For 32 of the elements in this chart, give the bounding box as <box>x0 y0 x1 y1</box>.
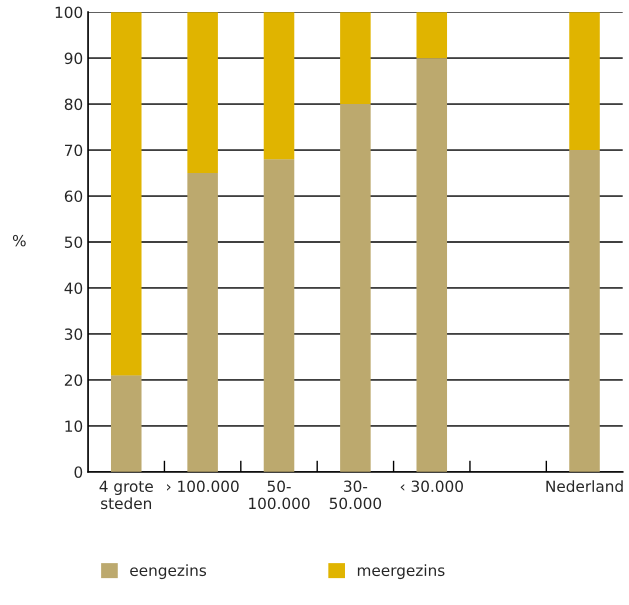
y-tick-label: 90 <box>64 52 82 64</box>
bar <box>187 12 218 174</box>
bar <box>416 58 448 472</box>
y-tick-label: 0 <box>74 466 82 478</box>
y-axis-title: % <box>12 234 26 246</box>
bar <box>110 12 142 376</box>
x-tick-label: 4 grote steden <box>100 480 153 510</box>
y-tick-label: 70 <box>65 144 82 156</box>
bar <box>264 159 294 472</box>
x-tick-label: ‹ 30.000 <box>400 480 463 492</box>
bar <box>569 12 600 150</box>
x-tick-label: › 100.000 <box>166 480 239 492</box>
y-tick-label: 50 <box>64 236 82 248</box>
y-tick-label: 10 <box>65 420 82 432</box>
x-tick-label: 30- 50.000 <box>330 480 382 510</box>
y-tick-label: 20 <box>64 374 82 386</box>
bar <box>340 12 371 104</box>
y-tick-label: 100 <box>56 6 82 18</box>
bar <box>416 12 448 58</box>
bar <box>569 150 600 472</box>
y-tick-label: 40 <box>64 282 82 294</box>
bar <box>340 104 371 472</box>
x-tick-label: 50- 100.000 <box>249 480 310 510</box>
y-tick-label: 60 <box>64 190 82 202</box>
bar <box>110 375 142 472</box>
legend-label: eengezins <box>130 564 206 580</box>
bar <box>187 173 218 472</box>
bar <box>264 12 294 160</box>
y-tick-label: 80 <box>64 98 82 110</box>
x-tick-label: Nederland <box>546 480 623 492</box>
legend-label: meergezins <box>358 564 444 580</box>
y-tick-label: 30 <box>64 328 82 340</box>
